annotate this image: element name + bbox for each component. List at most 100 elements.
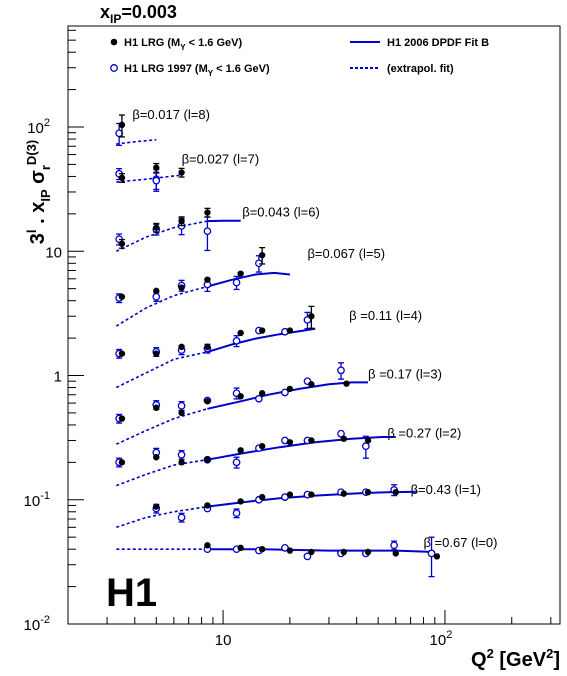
- legend-label-lrg-1997: H1 LRG 1997 (MY < 1.6 GeV): [124, 63, 270, 78]
- lrg-point: [286, 491, 294, 498]
- beta-label: β =0.27 (l=2): [387, 426, 461, 441]
- beta-series: β =0.27 (l=2): [115, 426, 461, 487]
- lrg-point: [204, 276, 211, 283]
- beta-label: β =0.17 (l=3): [368, 366, 442, 381]
- lrg-point: [364, 489, 372, 496]
- lrg1997-point: [152, 176, 161, 185]
- lrg-point: [204, 398, 211, 405]
- lrg-point: [308, 491, 315, 498]
- beta-series: β=0.067 (l=5): [115, 246, 385, 327]
- y-tick-label: 10-1: [24, 490, 50, 510]
- lrg-point: [364, 548, 372, 556]
- lrg1997-point: [390, 541, 398, 550]
- lrg-point: [286, 327, 294, 334]
- lrg-point: [153, 224, 160, 231]
- legend-label-lrg: H1 LRG (MY < 1.6 GeV): [124, 37, 242, 52]
- lrg-point: [178, 169, 185, 176]
- lrg1997-point: [152, 292, 161, 301]
- beta-series: β=0.43 (l=1): [116, 482, 481, 529]
- y-tick-label: 1: [54, 369, 62, 386]
- lrg-point: [237, 544, 244, 552]
- lrg-point: [258, 493, 266, 501]
- extrapolated-fit-curve: [115, 351, 208, 389]
- lrg-point: [340, 548, 347, 556]
- legend-marker-filled-circle: [110, 38, 118, 46]
- beta-label: β=0.067 (l=5): [307, 246, 385, 261]
- lrg-point: [237, 270, 244, 277]
- lrg-point: [286, 547, 294, 554]
- lrg-point: [153, 454, 160, 461]
- y-tick-label: 10-2: [24, 614, 50, 634]
- lrg-point: [237, 498, 244, 505]
- beta-series: β =0.11 (l=4): [115, 305, 422, 389]
- lrg-point: [204, 343, 211, 351]
- lrg1997-point: [177, 401, 186, 410]
- lrg1997-point: [177, 513, 186, 522]
- lrg-point: [204, 502, 211, 509]
- lrg1997-point: [281, 388, 289, 397]
- lrg1997-point: [232, 278, 241, 287]
- beta-label: β=0.027 (l=7): [182, 151, 260, 166]
- legend-label-fit: H1 2006 DPDF Fit B: [387, 37, 489, 49]
- lrg-point: [237, 447, 244, 454]
- lrg-point: [392, 489, 399, 496]
- lrg1997-point: [255, 394, 263, 403]
- y-tick-label: 102: [27, 117, 50, 137]
- h1-logo: H1: [106, 571, 157, 615]
- beta-label: β=0.43 (l=1): [411, 482, 481, 497]
- lrg-point: [204, 456, 211, 463]
- lrg-point: [286, 439, 294, 446]
- lrg1997-point: [361, 442, 370, 451]
- x-tick-label: 10: [215, 632, 232, 649]
- extrapolated-fit-curve: [116, 174, 182, 183]
- beta-series: β=0.043 (l=6): [115, 205, 320, 253]
- lrg-point: [364, 437, 372, 444]
- legend: H1 LRG (MY < 1.6 GeV) H1 LRG 1997 (MY < …: [110, 37, 489, 78]
- lrg1997-point: [281, 544, 289, 552]
- lrg-point: [118, 121, 126, 129]
- plot-frame: [67, 25, 561, 625]
- lrg-point: [433, 553, 441, 560]
- lrg-point: [153, 350, 160, 357]
- lrg-point: [118, 240, 126, 247]
- lrg-point: [308, 313, 315, 320]
- beta-label: β=0.017 (l=8): [132, 107, 210, 122]
- lrg1997-point: [232, 337, 241, 345]
- dpdf-fit-curve: [207, 327, 316, 353]
- beta-series: β =0.67 (l=0): [116, 535, 497, 578]
- lrg-point: [258, 442, 266, 450]
- axis-tick-labels: 10 102 10-2 10-1 1 10 102: [24, 117, 453, 649]
- lrg-point: [258, 390, 266, 397]
- legend-label-extrapol: (extrapol. fit): [387, 63, 454, 75]
- legend-entry-lrg: H1 LRG (MY < 1.6 GeV): [110, 37, 242, 52]
- lrg-point: [308, 548, 315, 556]
- lrg1997-point: [337, 366, 345, 375]
- lrg-point: [308, 381, 315, 388]
- y-tick-label: 10: [45, 244, 62, 261]
- lrg-point: [178, 343, 185, 351]
- lrg-point: [258, 545, 266, 553]
- beta-series: β=0.027 (l=7): [115, 151, 260, 191]
- lrg-point: [178, 409, 185, 417]
- lrg-point: [340, 490, 347, 497]
- lrg-point: [153, 404, 160, 411]
- lrg1997-point: [232, 458, 241, 467]
- lrg1997-point: [177, 450, 186, 459]
- lrg-point: [153, 164, 160, 171]
- dpdf-fit-curve: [207, 548, 435, 553]
- beta-label: β =0.11 (l=4): [349, 308, 422, 323]
- plot-area: [67, 25, 561, 625]
- lrg-point: [286, 385, 294, 393]
- extrapolated-fit-curve: [115, 285, 208, 327]
- lrg-point: [258, 327, 266, 334]
- lrg-point: [118, 350, 126, 357]
- lrg1997-point: [427, 549, 436, 558]
- legend-entry-extrapol: (extrapol. fit): [350, 63, 454, 75]
- lrg-point: [258, 251, 266, 259]
- extrapolated-fit-curve: [116, 458, 208, 487]
- lrg-point: [118, 174, 126, 182]
- lrg1997-point: [303, 552, 312, 561]
- legend-entry-lrg-1997: H1 LRG 1997 (MY < 1.6 GeV): [110, 63, 270, 78]
